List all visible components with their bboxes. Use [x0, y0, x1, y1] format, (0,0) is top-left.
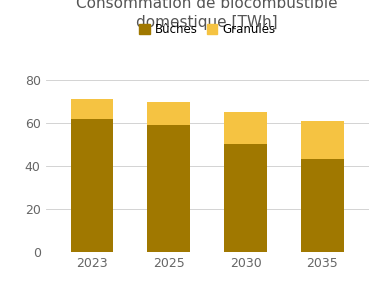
- Bar: [225, 112, 267, 144]
- Bar: [225, 144, 267, 252]
- Bar: [301, 160, 344, 252]
- Bar: [71, 119, 113, 252]
- Title: Consommation de biocombustible
domestique [TWh]: Consommation de biocombustible domestiqu…: [76, 0, 338, 30]
- Bar: [301, 121, 344, 160]
- Bar: [147, 102, 190, 125]
- Bar: [147, 125, 190, 252]
- Legend: Bûches, Granulés: Bûches, Granulés: [137, 21, 277, 39]
- Bar: [71, 99, 113, 119]
